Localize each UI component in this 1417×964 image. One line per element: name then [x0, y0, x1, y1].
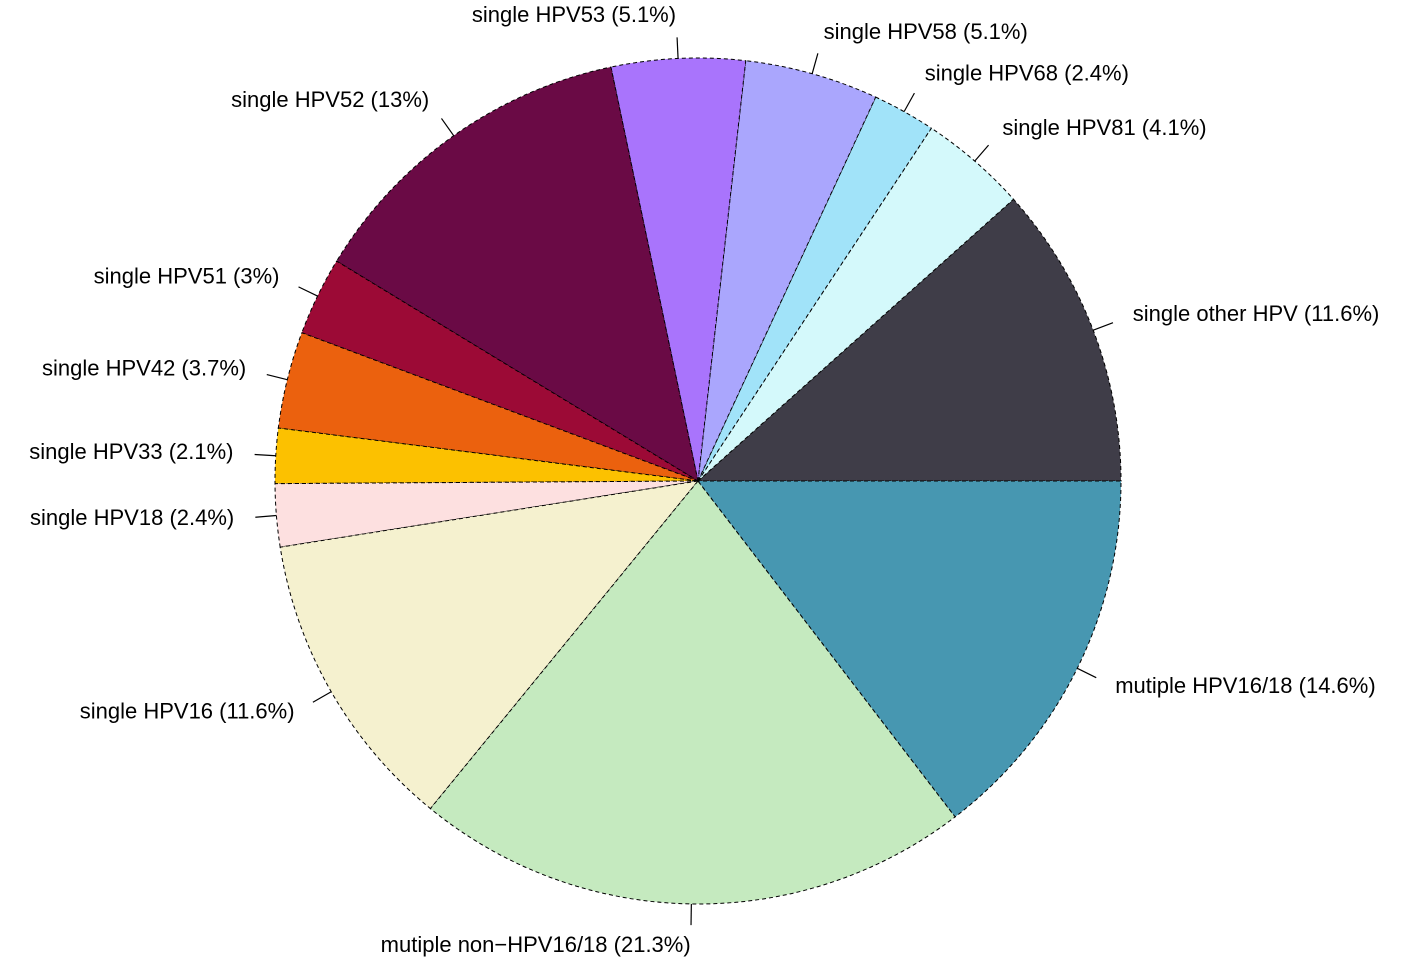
- slice-label: single HPV53 (5.1%): [472, 2, 676, 27]
- pie-slice: [610, 57, 747, 482]
- label-tick: [676, 37, 679, 59]
- label-tick: [255, 514, 277, 518]
- label-tick: [1077, 667, 1097, 679]
- slice-label: mutiple HPV16/18 (14.6%): [1115, 673, 1375, 698]
- slice-label: single HPV42 (3.7%): [42, 355, 246, 380]
- slice-label: single HPV33 (2.1%): [29, 439, 233, 464]
- label-tick: [266, 374, 288, 381]
- label-tick: [254, 453, 276, 457]
- slice-label: mutiple non−HPV16/18 (21.3%): [381, 932, 691, 957]
- label-tick: [312, 691, 332, 703]
- label-tick: [440, 118, 455, 137]
- slice-label: single HPV68 (2.4%): [925, 60, 1129, 85]
- pie-slice: [696, 480, 1122, 818]
- pie-slice: [697, 127, 1015, 482]
- pie-slice: [696, 198, 1122, 482]
- label-tick: [811, 53, 819, 74]
- label-tick: [974, 144, 990, 162]
- slice-label: single HPV51 (3%): [94, 263, 280, 288]
- label-tick: [903, 92, 915, 112]
- slice-label: single HPV16 (11.6%): [80, 699, 295, 724]
- pie-slice: [429, 480, 956, 905]
- pie-slice: [335, 66, 699, 483]
- slice-label: single HPV81 (4.1%): [1002, 115, 1206, 140]
- pie-slice: [697, 60, 877, 482]
- label-tick: [1093, 322, 1114, 331]
- slice-label: single other HPV (11.6%): [1133, 301, 1380, 326]
- pie-slice: [279, 480, 700, 810]
- label-tick: [298, 286, 318, 297]
- slice-label: single HPV18 (2.4%): [30, 505, 234, 530]
- slice-label: single HPV52 (13%): [231, 87, 429, 112]
- pie-slice: [301, 260, 699, 482]
- slice-label: single HPV58 (5.1%): [824, 19, 1028, 44]
